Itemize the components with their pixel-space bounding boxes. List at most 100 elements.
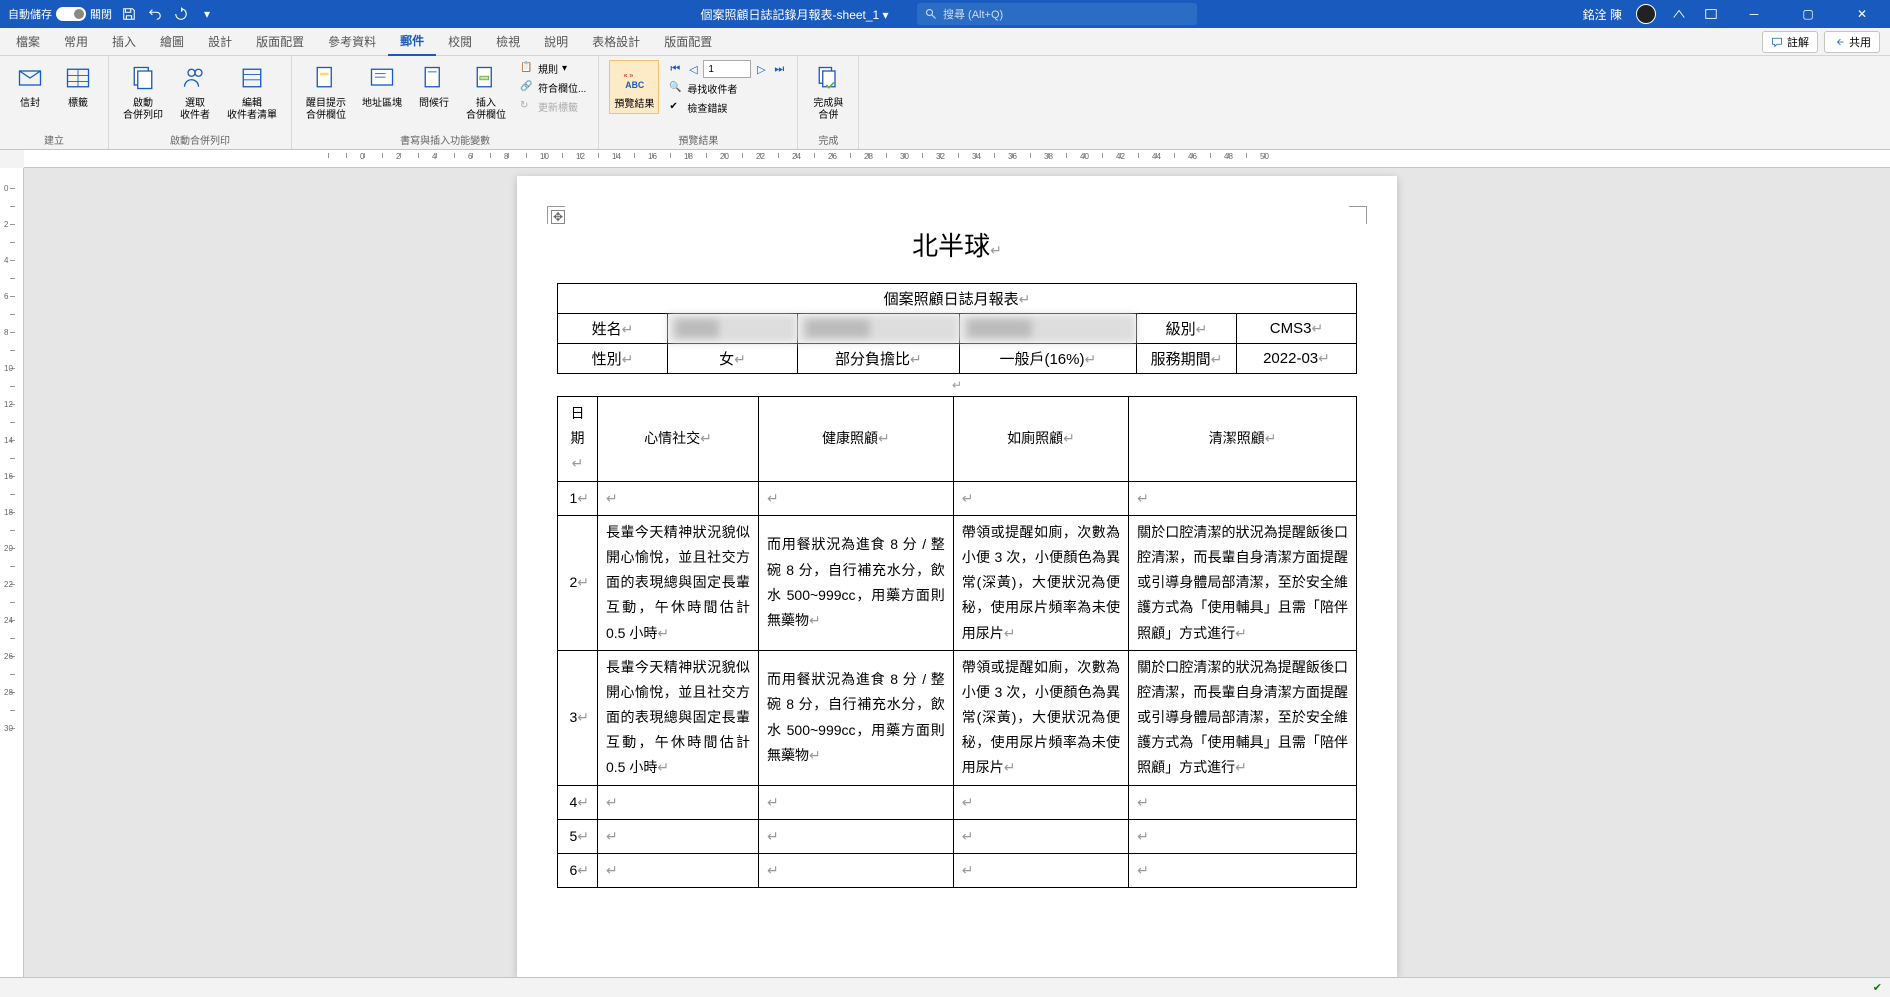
label-grade: 級別↵	[1137, 314, 1237, 344]
autosave-toggle[interactable]: 自動儲存 關閉	[8, 6, 112, 22]
finish-merge-button[interactable]: 完成與 合併	[808, 60, 848, 124]
col-date: 日期↵	[558, 397, 598, 482]
status-ok-icon[interactable]: ✔	[1873, 981, 1882, 994]
cell-toilet: ↵	[953, 785, 1128, 819]
search-box[interactable]: 搜尋 (Alt+Q)	[917, 3, 1197, 25]
preview-results-button[interactable]: « »ABC 預覽結果	[609, 60, 659, 114]
address-icon	[366, 62, 398, 94]
start-merge-button[interactable]: 啟動 合併列印	[119, 60, 167, 124]
title-bar: 自動儲存 關閉 ▾ 個案照顧日誌記錄月報表-sheet_1 ▾ 搜尋 (Alt+…	[0, 0, 1890, 28]
tab-layout[interactable]: 版面配置	[244, 28, 316, 56]
cell-date: 4↵	[558, 785, 598, 819]
qat-dropdown-icon[interactable]: ▾	[198, 5, 216, 23]
insert-field-button[interactable]: 插入 合併欄位	[462, 60, 510, 124]
cell-mood: ↵	[598, 854, 759, 888]
envelopes-button[interactable]: 信封	[10, 60, 50, 112]
edit-recipients-button[interactable]: 編輯 收件者清單	[223, 60, 281, 124]
label-copay: 部分負擔比↵	[798, 344, 960, 374]
tab-view[interactable]: 檢視	[484, 28, 532, 56]
check-errors-button[interactable]: ✔檢查錯誤	[667, 99, 787, 116]
document-title[interactable]: 個案照顧日誌記錄月報表-sheet_1 ▾	[701, 6, 889, 23]
cell-clean: ↵	[1129, 819, 1357, 853]
col-health: 健康照顧↵	[759, 397, 954, 482]
ribbon-body: 信封 標籤 建立 啟動 合併列印 選取 收件者 編輯 收件者清單 啟動合併	[0, 56, 1890, 150]
tab-design[interactable]: 設計	[196, 28, 244, 56]
last-record-button[interactable]: ⏭	[771, 61, 787, 77]
record-number-input[interactable]	[703, 60, 751, 78]
value-grade: CMS3↵	[1237, 314, 1357, 344]
share-icon	[1833, 36, 1845, 48]
vertical-ruler[interactable]: 024681012141618202224262830	[0, 168, 24, 977]
rules-icon: 📋	[520, 62, 534, 76]
first-record-button[interactable]: ⏮	[667, 61, 683, 77]
ribbon-group-create: 信封 標籤 建立	[0, 56, 109, 149]
cell-toilet: 帶領或提醒如廁，次數為小便 3 次，小便顏色為異常(深黃)，大便狀況為便秘，使用…	[953, 650, 1128, 785]
page-scroll[interactable]: ✥ 北半球↵ 個案照顧日誌月報表↵ 姓名↵ ████ ██████ ██████…	[24, 168, 1890, 977]
svg-text:« »: « »	[624, 72, 634, 79]
insert-field-icon	[470, 62, 502, 94]
ribbon-group-preview: « »ABC 預覽結果 ⏮ ◁ ▷ ⏭ 🔍尋找收件者 ✔檢查錯誤 預覽結果	[599, 56, 798, 149]
greeting-icon	[418, 62, 450, 94]
autosave-state: 關閉	[90, 6, 112, 22]
table-row: 5↵↵↵↵↵	[558, 819, 1357, 853]
horizontal-ruler[interactable]: 0246810121416182022242628303234363840424…	[24, 150, 1890, 168]
user-name[interactable]: 銘洤 陳	[1583, 6, 1622, 23]
tab-home[interactable]: 常用	[52, 28, 100, 56]
tab-references[interactable]: 參考資料	[316, 28, 388, 56]
tab-table-design[interactable]: 表格設計	[580, 28, 652, 56]
ribbon-mode-icon[interactable]	[1702, 5, 1720, 23]
cell-health: ↵	[759, 481, 954, 515]
cell-date: 6↵	[558, 854, 598, 888]
table-row: 4↵↵↵↵↵	[558, 785, 1357, 819]
redo-icon[interactable]	[172, 5, 190, 23]
maximize-button[interactable]: ▢	[1788, 7, 1828, 21]
table-move-handle[interactable]: ✥	[551, 210, 565, 224]
label-gender: 性別↵	[558, 344, 668, 374]
find-recipient-button[interactable]: 🔍尋找收件者	[667, 80, 787, 97]
org-title: 北半球↵	[557, 226, 1357, 263]
tab-table-layout[interactable]: 版面配置	[652, 28, 724, 56]
tab-help[interactable]: 說明	[532, 28, 580, 56]
cell-mood: 長輩今天精神狀況貌似開心愉悅，並且社交方面的表現總與固定長輩互動，午休時間估計 …	[598, 515, 759, 650]
cell-date: 1↵	[558, 481, 598, 515]
close-button[interactable]: ✕	[1842, 7, 1882, 21]
comments-button[interactable]: 註解	[1762, 31, 1818, 53]
prev-record-button[interactable]: ◁	[685, 61, 701, 77]
cell-mood: ↵	[598, 819, 759, 853]
edit-recipients-icon	[236, 62, 268, 94]
next-record-button[interactable]: ▷	[753, 61, 769, 77]
greeting-button[interactable]: 問候行	[414, 60, 454, 112]
value-period: 2022-03↵	[1237, 344, 1357, 374]
margin-corner-tr	[1349, 206, 1367, 224]
tab-draw[interactable]: 繪圖	[148, 28, 196, 56]
value-gender: 女↵	[668, 344, 798, 374]
para-spacer: ↵	[557, 378, 1357, 392]
save-icon[interactable]	[120, 5, 138, 23]
cell-clean: 關於口腔清潔的狀況為提醒飯後口腔清潔，而長輩自身清潔方面提醒或引導身體局部清潔，…	[1129, 515, 1357, 650]
svg-text:ABC: ABC	[626, 80, 646, 90]
update-icon: ↻	[520, 100, 534, 114]
address-block-button[interactable]: 地址區塊	[358, 60, 406, 112]
tab-review[interactable]: 校閱	[436, 28, 484, 56]
match-fields-button[interactable]: 🔗符合欄位...	[518, 79, 588, 96]
tab-mailings[interactable]: 郵件	[388, 28, 436, 56]
cell-date: 2↵	[558, 515, 598, 650]
minimize-button[interactable]: ─	[1734, 7, 1774, 21]
undo-icon[interactable]	[146, 5, 164, 23]
rules-button[interactable]: 📋規則 ▾	[518, 60, 588, 77]
highlight-fields-button[interactable]: 醒目提示 合併欄位	[302, 60, 350, 124]
ribbon-display-icon[interactable]	[1670, 5, 1688, 23]
value-name: ████	[668, 314, 798, 344]
col-toilet: 如廁照顧↵	[953, 397, 1128, 482]
select-recipients-button[interactable]: 選取 收件者	[175, 60, 215, 124]
labels-button[interactable]: 標籤	[58, 60, 98, 112]
share-button[interactable]: 共用	[1824, 31, 1880, 53]
recipients-icon	[179, 62, 211, 94]
cell-mood: ↵	[598, 785, 759, 819]
tab-file[interactable]: 檔案	[4, 28, 52, 56]
avatar-icon[interactable]	[1636, 4, 1656, 24]
label-name: 姓名↵	[558, 314, 668, 344]
header-table: 個案照顧日誌月報表↵ 姓名↵ ████ ██████ ██████ 級別↵ CM…	[557, 283, 1357, 374]
tab-insert[interactable]: 插入	[100, 28, 148, 56]
cell-date: 5↵	[558, 819, 598, 853]
